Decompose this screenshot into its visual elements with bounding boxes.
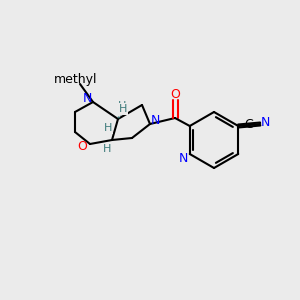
Text: N: N [150,113,160,127]
Text: methyl: methyl [54,73,98,85]
Text: H: H [118,101,126,111]
Text: H: H [104,123,112,133]
Text: N: N [179,152,188,164]
Text: H: H [103,144,111,154]
Text: C: C [244,118,253,130]
Text: N: N [82,92,92,106]
Text: O: O [77,140,87,152]
Text: N: N [261,116,270,130]
Text: H: H [119,104,127,114]
Text: O: O [170,88,180,100]
